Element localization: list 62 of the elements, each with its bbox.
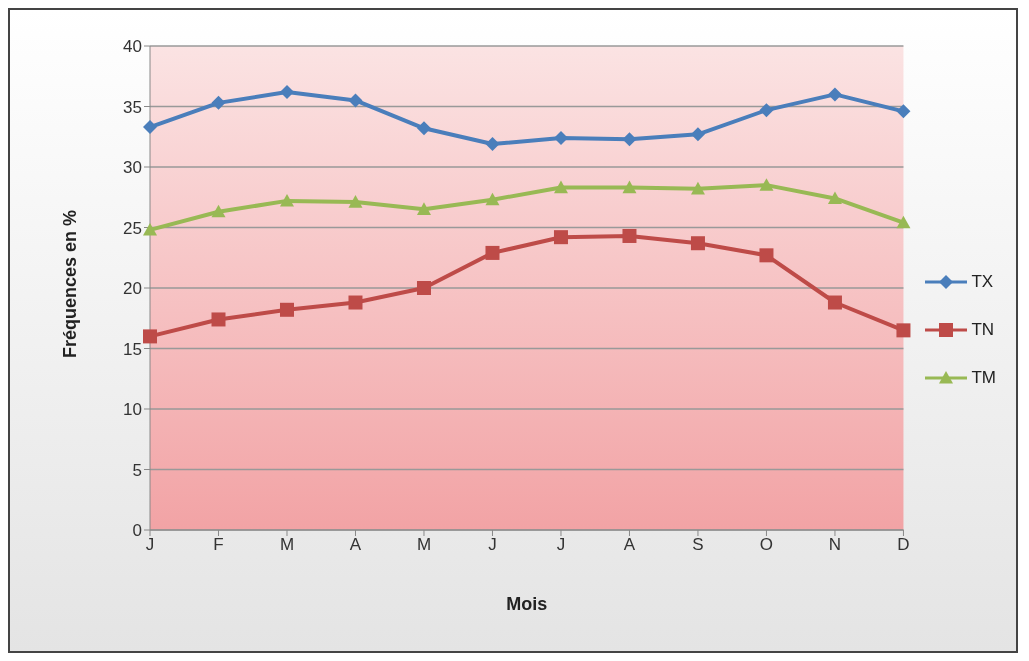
point <box>211 95 226 110</box>
point <box>690 127 705 142</box>
point <box>143 120 157 135</box>
point <box>348 195 363 208</box>
x-tick-label: M <box>416 535 432 555</box>
point <box>827 87 842 102</box>
point <box>348 295 363 310</box>
y-tick-label: 5 <box>132 460 142 480</box>
point <box>279 302 294 317</box>
y-tick-label: 15 <box>123 339 142 359</box>
point <box>622 132 637 147</box>
point <box>896 215 911 229</box>
x-tick-label: N <box>828 535 842 555</box>
y-tick-label: 0 <box>132 521 142 541</box>
x-tick-label: A <box>623 535 636 555</box>
x-tick-label: D <box>897 535 910 555</box>
legend-label: TM <box>971 368 996 388</box>
x-tick-label: A <box>349 535 362 555</box>
point <box>485 245 500 260</box>
point <box>622 228 637 243</box>
point <box>759 103 774 118</box>
y-tick-label: 25 <box>123 218 142 238</box>
y-tick-label: 10 <box>123 400 142 420</box>
x-tick-label: O <box>759 535 774 555</box>
point <box>485 192 500 206</box>
point <box>759 248 774 263</box>
x-tick-label: J <box>488 535 497 555</box>
x-tick-label: F <box>213 535 224 555</box>
x-tick-label: M <box>279 535 295 555</box>
point <box>279 84 294 99</box>
legend-label: TX <box>971 272 994 292</box>
point <box>416 121 431 136</box>
point <box>553 180 568 194</box>
point <box>553 130 568 145</box>
y-tick-label: 35 <box>123 97 142 117</box>
point <box>827 295 842 310</box>
x-tick-label: J <box>556 535 566 555</box>
legend-label: TN <box>971 320 995 340</box>
point <box>485 137 500 152</box>
point <box>553 230 568 245</box>
x-tick-label: S <box>692 535 704 555</box>
point <box>622 180 637 194</box>
point <box>690 236 705 251</box>
point <box>211 204 226 218</box>
point <box>827 191 842 205</box>
point <box>416 202 431 215</box>
x-axis-title: Mois <box>506 594 548 614</box>
point <box>348 93 363 108</box>
y-tick-label: 20 <box>123 279 142 299</box>
point <box>143 329 157 344</box>
point <box>896 323 911 338</box>
y-tick-label: 30 <box>123 158 142 178</box>
y-axis-title: Fréquences en % <box>60 209 81 358</box>
point <box>211 312 226 327</box>
point <box>143 222 157 236</box>
point <box>279 193 294 207</box>
point <box>690 181 705 195</box>
y-tick-label: 40 <box>123 37 142 57</box>
x-tick-label: J <box>145 535 155 555</box>
point <box>416 281 431 295</box>
point <box>896 104 911 119</box>
point <box>759 178 774 191</box>
